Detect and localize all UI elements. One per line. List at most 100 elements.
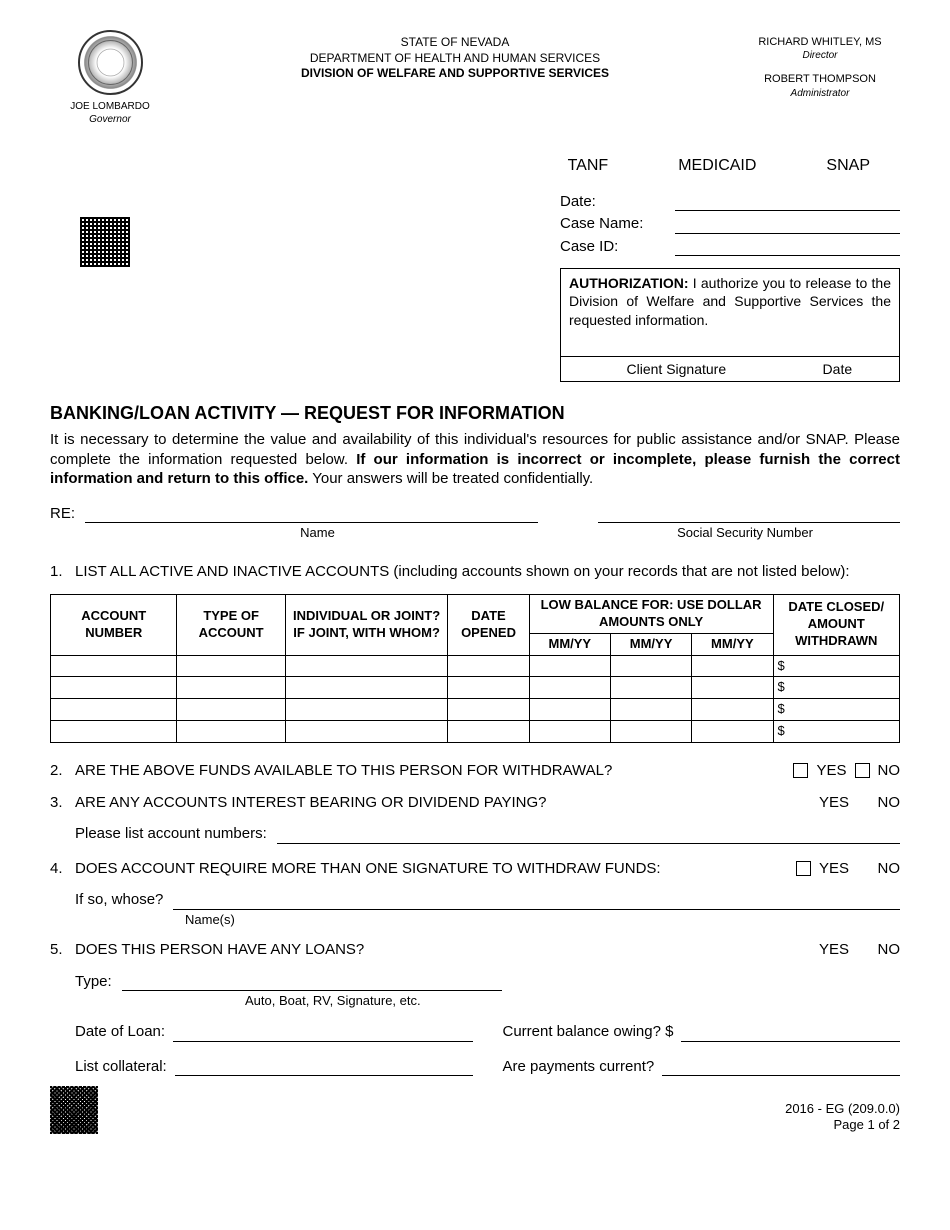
- table-row[interactable]: $: [51, 699, 900, 721]
- state-seal-icon: [78, 30, 143, 95]
- re-name-field[interactable]: [85, 505, 538, 523]
- authorization-box: AUTHORIZATION: I authorize you to releas…: [560, 268, 900, 357]
- th-account: ACCOUNT NUMBER: [51, 594, 177, 655]
- form-title: BANKING/LOAN ACTIVITY — REQUEST FOR INFO…: [50, 402, 900, 425]
- th-opened: DATE OPENED: [448, 594, 529, 655]
- intro-p2: Your answers will be treated confidentia…: [308, 470, 593, 487]
- q5-loan-row2: List collateral: Are payments current?: [75, 1057, 900, 1077]
- q1-text: LIST ALL ACTIVE AND INACTIVE ACCOUNTS (i…: [75, 562, 900, 582]
- auth-label: AUTHORIZATION:: [569, 275, 689, 291]
- th-low-balance: LOW BALANCE FOR: USE DOLLAR AMOUNTS ONLY: [529, 594, 773, 633]
- governor-name: JOE LOMBARDO: [50, 100, 170, 113]
- q5-yes[interactable]: YES: [819, 940, 849, 960]
- q5-payments-label: Are payments current?: [503, 1057, 655, 1077]
- state-line: STATE OF NEVADA: [170, 35, 740, 51]
- signature-box: Client Signature Date: [560, 357, 900, 382]
- q2-num: 2.: [50, 761, 75, 781]
- q4-under: Name(s): [75, 912, 900, 929]
- q5-type-under: Auto, Boat, RV, Signature, etc.: [75, 993, 900, 1010]
- th-joint: INDIVIDUAL OR JOINT? IF JOINT, WITH WHOM…: [285, 594, 448, 655]
- q2-yes-checkbox[interactable]: [793, 763, 808, 778]
- question-2: 2. ARE THE ABOVE FUNDS AVAILABLE TO THIS…: [50, 761, 900, 781]
- accounts-table: ACCOUNT NUMBER TYPE OF ACCOUNT INDIVIDUA…: [50, 594, 900, 743]
- program-row: TANF MEDICAID SNAP: [50, 156, 900, 177]
- q3-num: 3.: [50, 793, 75, 813]
- case-name-label: Case Name:: [560, 214, 660, 234]
- q3-no[interactable]: NO: [878, 793, 901, 813]
- date-label: Date:: [560, 192, 660, 212]
- page-header: JOE LOMBARDO Governor STATE OF NEVADA DE…: [50, 30, 900, 126]
- page-number: Page 1 of 2: [785, 1117, 900, 1134]
- q3-sub: Please list account numbers:: [75, 824, 900, 844]
- case-id-field[interactable]: [675, 238, 900, 256]
- admin-name: ROBERT THOMPSON: [740, 72, 900, 86]
- th-type: TYPE OF ACCOUNT: [177, 594, 285, 655]
- case-name-field[interactable]: [675, 216, 900, 234]
- client-signature-label: Client Signature: [569, 360, 784, 378]
- q4-sub-label: If so, whose?: [75, 890, 163, 910]
- director-name: RICHARD WHITLEY, MS: [740, 35, 900, 49]
- officials-block: RICHARD WHITLEY, MS Director ROBERT THOM…: [740, 30, 900, 110]
- case-id-label: Case ID:: [560, 237, 660, 257]
- q3-accounts-field[interactable]: [277, 826, 900, 844]
- question-5: 5. DOES THIS PERSON HAVE ANY LOANS? YES …: [50, 940, 900, 960]
- program-tanf: TANF: [568, 156, 609, 177]
- re-ssn-field[interactable]: [598, 505, 900, 523]
- q5-collateral-label: List collateral:: [75, 1057, 167, 1077]
- q5-date-field[interactable]: [173, 1024, 472, 1042]
- q5-balance-field[interactable]: [681, 1024, 900, 1042]
- q5-no[interactable]: NO: [878, 940, 901, 960]
- q4-yes-checkbox[interactable]: [796, 861, 811, 876]
- q3-yes[interactable]: YES: [819, 793, 849, 813]
- director-title: Director: [740, 49, 900, 62]
- question-4: 4. DOES ACCOUNT REQUIRE MORE THAN ONE SI…: [50, 859, 900, 879]
- date-field[interactable]: [675, 193, 900, 211]
- table-row[interactable]: $: [51, 721, 900, 743]
- qr-code-icon: [80, 217, 130, 267]
- question-3: 3. ARE ANY ACCOUNTS INTEREST BEARING OR …: [50, 793, 900, 813]
- th-closed: DATE CLOSED/ AMOUNT WITHDRAWN: [773, 594, 900, 655]
- q3-text: ARE ANY ACCOUNTS INTEREST BEARING OR DIV…: [75, 793, 819, 813]
- q4-names-field[interactable]: [173, 892, 900, 910]
- q5-collateral-field[interactable]: [175, 1058, 473, 1076]
- q4-text: DOES ACCOUNT REQUIRE MORE THAN ONE SIGNA…: [75, 859, 796, 879]
- division-line: DIVISION OF WELFARE AND SUPPORTIVE SERVI…: [170, 66, 740, 82]
- q4-sub: If so, whose?: [75, 890, 900, 910]
- q5-payments-field[interactable]: [662, 1058, 900, 1076]
- page-footer: 2016 - EG (209.0.0) Page 1 of 2: [50, 1086, 900, 1134]
- admin-title: Administrator: [740, 87, 900, 100]
- q5-type-field[interactable]: [122, 973, 502, 991]
- q2-no-checkbox[interactable]: [855, 763, 870, 778]
- question-1: 1. LIST ALL ACTIVE AND INACTIVE ACCOUNTS…: [50, 562, 900, 582]
- re-label: RE:: [50, 504, 75, 524]
- q5-type-label: Type:: [75, 972, 112, 992]
- q5-type-row: Type:: [75, 972, 900, 992]
- governor-block: JOE LOMBARDO Governor: [50, 30, 170, 126]
- th-mmyy-2: MM/YY: [610, 633, 691, 655]
- re-ssn-under: Social Security Number: [590, 525, 900, 542]
- th-mmyy-3: MM/YY: [692, 633, 773, 655]
- q5-text: DOES THIS PERSON HAVE ANY LOANS?: [75, 940, 819, 960]
- case-info-section: Date: Case Name: Case ID: AUTHORIZATION:…: [50, 192, 900, 382]
- re-under-labels: Name Social Security Number: [50, 525, 900, 542]
- table-row[interactable]: $: [51, 677, 900, 699]
- program-medicaid: MEDICAID: [678, 156, 756, 177]
- form-number: 2016 - EG (209.0.0): [785, 1101, 900, 1118]
- program-snap: SNAP: [826, 156, 870, 177]
- agency-heading: STATE OF NEVADA DEPARTMENT OF HEALTH AND…: [170, 30, 740, 82]
- table-row[interactable]: $: [51, 655, 900, 677]
- dept-line: DEPARTMENT OF HEALTH AND HUMAN SERVICES: [170, 51, 740, 67]
- q5-num: 5.: [50, 940, 75, 960]
- q5-loan-row1: Date of Loan: Current balance owing? $: [75, 1022, 900, 1042]
- governor-title: Governor: [50, 113, 170, 126]
- intro-paragraph: It is necessary to determine the value a…: [50, 430, 900, 489]
- q3-sub-label: Please list account numbers:: [75, 824, 267, 844]
- q1-num: 1.: [50, 562, 75, 582]
- q4-no[interactable]: NO: [878, 859, 901, 879]
- re-row: RE:: [50, 504, 900, 524]
- th-mmyy-1: MM/YY: [529, 633, 610, 655]
- signature-date-label: Date: [784, 360, 891, 378]
- qr-code-footer-icon: [50, 1086, 98, 1134]
- re-name-under: Name: [85, 525, 550, 542]
- q5-balance-label: Current balance owing? $: [503, 1022, 674, 1042]
